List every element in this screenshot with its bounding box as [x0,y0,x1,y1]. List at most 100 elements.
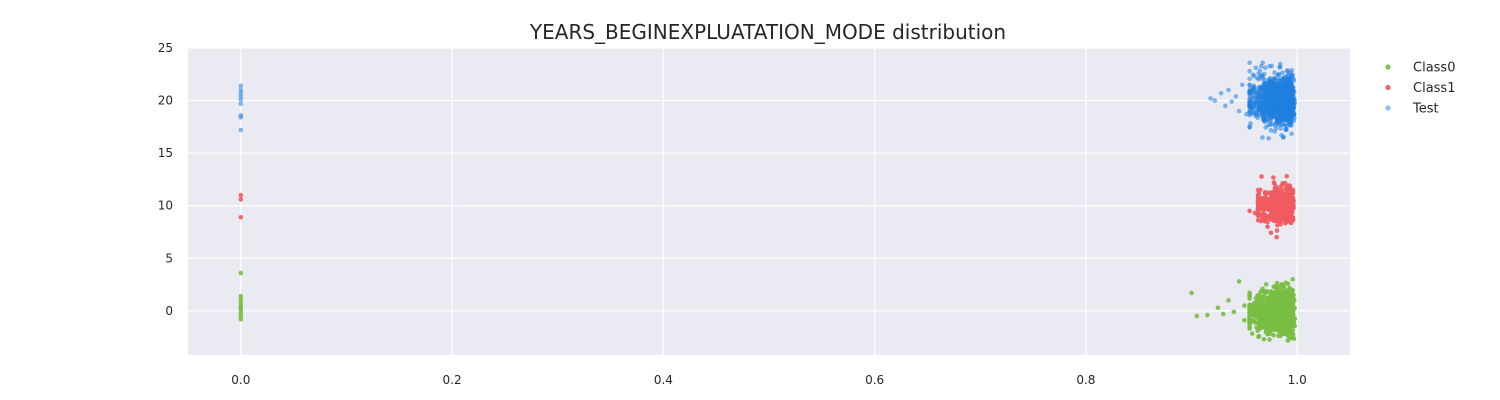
data-point [1247,124,1252,130]
data-point [238,310,244,316]
data-point [1273,325,1279,331]
data-point [1274,234,1279,240]
data-point [1273,126,1279,131]
data-point [1288,321,1294,327]
data-point [1284,95,1290,101]
data-point [1256,334,1261,340]
data-point [1247,76,1252,82]
data-point [1290,85,1296,90]
data-point [1281,302,1287,307]
data-point [238,101,244,107]
data-point [1264,329,1269,335]
data-point [1289,197,1294,203]
data-point [1247,296,1252,301]
data-point [1282,84,1287,89]
data-point [1247,325,1252,330]
data-point [1233,94,1239,99]
data-point [1263,282,1269,287]
data-point [1278,184,1283,190]
data-point [1269,294,1274,299]
data-point [1247,208,1252,214]
data-point [238,90,244,96]
data-point [1265,82,1271,88]
data-point [1189,290,1194,296]
data-point [1271,211,1276,217]
data-point [1220,311,1226,317]
y-tick-label: 20 [158,94,173,108]
data-point [1251,88,1256,93]
data-point [1264,118,1269,123]
data-point [1280,70,1285,75]
data-point [1288,288,1294,294]
data-point [1290,215,1296,220]
data-point [238,127,244,133]
data-point [1279,309,1285,314]
data-point [1276,298,1282,304]
data-point [1255,208,1261,214]
chart-title: YEARS_BEGINEXPLUATATION_MODE distributio… [529,20,1006,44]
x-tick-label: 0.8 [1076,373,1095,387]
data-point [1284,127,1289,132]
data-point [1282,104,1287,109]
data-point [1272,108,1278,113]
data-point [1275,320,1281,326]
data-point [1290,106,1296,112]
data-point [1270,201,1276,207]
x-tick-label: 0.0 [231,373,250,387]
data-point [1205,312,1210,318]
data-point [1261,336,1267,342]
data-point [1253,65,1259,71]
data-point [1275,121,1280,127]
data-point [1264,92,1270,97]
data-point [238,87,244,93]
data-point [1264,288,1270,294]
data-point [1272,319,1277,324]
data-point [1249,94,1255,100]
data-point [1289,74,1295,79]
data-point [1279,282,1285,287]
data-point [1271,175,1276,180]
data-point [1292,115,1297,121]
data-point [1292,323,1298,329]
data-point [1288,220,1294,226]
data-point [238,197,244,202]
data-point [1259,174,1264,179]
data-point [1280,315,1285,321]
data-point [238,296,244,302]
data-point [1231,309,1237,315]
data-point [1275,304,1280,309]
data-point [1257,68,1263,74]
data-point [1257,84,1263,90]
grid-lines [188,47,1350,355]
legend: Class0 Class1 Test [1385,61,1455,117]
data-point [1260,114,1265,119]
data-point [1285,99,1291,105]
data-point [1268,128,1274,133]
data-point [1249,98,1255,104]
data-point [1274,94,1279,100]
data-point [1255,192,1261,198]
data-point [1272,85,1278,91]
data-point [1269,311,1275,317]
data-point [1218,90,1224,96]
plot-area [188,48,1350,355]
data-point [1286,335,1292,341]
data-point [238,300,244,305]
data-point [1256,305,1261,310]
data-point [1264,204,1269,210]
data-point [1194,313,1200,319]
data-point [1258,63,1264,69]
data-point [1277,199,1282,205]
series-class0 [238,270,1298,343]
data-point [1282,325,1288,330]
data-point [1262,319,1267,325]
legend-label-class1: Class1 [1413,81,1455,96]
data-point [1247,91,1252,96]
data-point [1282,91,1288,97]
data-point [1267,337,1272,342]
data-point [1255,195,1261,201]
data-point [1271,284,1277,289]
data-point [1252,305,1257,311]
x-tick-label: 1.0 [1288,373,1307,387]
